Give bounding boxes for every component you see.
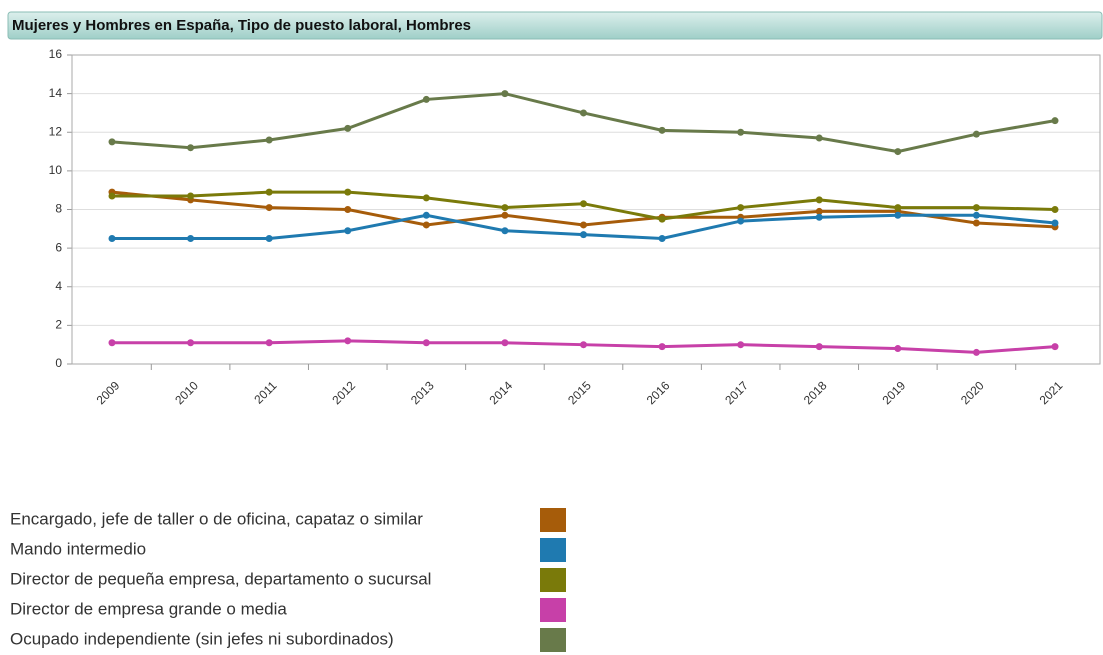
data-point	[972, 211, 980, 219]
y-tick-label: 10	[49, 163, 63, 177]
data-point	[422, 339, 430, 347]
data-point	[1051, 206, 1059, 213]
y-tick-label: 4	[55, 279, 62, 293]
x-tick-label: 2019	[879, 378, 908, 407]
x-tick-label: 2011	[251, 378, 279, 406]
data-point	[344, 188, 352, 196]
data-point	[265, 136, 273, 144]
data-point	[1051, 117, 1059, 125]
data-point	[580, 231, 587, 239]
y-tick-label: 8	[55, 202, 62, 216]
legend-label: Mando intermedio	[10, 539, 146, 558]
legend-swatch	[540, 568, 566, 592]
data-point	[265, 204, 273, 212]
chart-title: Mujeres y Hombres en España, Tipo de pue…	[12, 17, 471, 34]
data-point	[344, 124, 352, 132]
data-point	[894, 204, 902, 212]
data-point	[972, 204, 980, 212]
x-tick-label: 2021	[1037, 378, 1066, 407]
data-point	[737, 128, 745, 136]
x-tick-label: 2016	[644, 378, 673, 407]
legend-swatch	[540, 538, 566, 562]
x-tick-label: 2017	[722, 378, 751, 407]
legend-label: Ocupado independiente (sin jefes ni subo…	[10, 629, 394, 648]
data-point	[972, 130, 980, 138]
data-point	[501, 90, 509, 98]
data-point	[501, 339, 509, 347]
x-tick-label: 2020	[958, 378, 987, 407]
data-point	[108, 192, 116, 200]
data-point	[422, 95, 430, 103]
data-point	[265, 339, 273, 347]
data-point	[108, 339, 116, 347]
data-point	[187, 192, 195, 200]
data-point	[501, 227, 509, 235]
legend-swatch	[540, 598, 566, 622]
x-tick-label: 2010	[172, 378, 201, 407]
data-point	[737, 204, 745, 212]
plot-border	[71, 54, 1101, 365]
data-point	[894, 211, 902, 219]
x-tick-label: 2015	[565, 378, 594, 407]
data-point	[658, 343, 666, 351]
data-point	[1051, 219, 1059, 227]
x-tick-label: 2018	[801, 378, 830, 407]
x-tick-label: 2013	[408, 378, 437, 407]
data-point	[815, 213, 823, 221]
data-point	[108, 138, 116, 146]
legend-label: Encargado, jefe de taller o de oficina, …	[10, 509, 423, 528]
data-point	[580, 341, 587, 349]
data-point	[344, 227, 352, 235]
y-tick-label: 6	[55, 240, 62, 254]
data-point	[422, 194, 430, 202]
title-bar	[7, 11, 1103, 40]
data-point	[501, 211, 509, 219]
y-tick-label: 14	[49, 86, 63, 100]
data-point	[815, 196, 823, 204]
data-point	[658, 234, 666, 242]
data-point	[1051, 343, 1059, 351]
data-point	[972, 219, 980, 227]
data-point	[265, 234, 273, 242]
legend-swatch	[540, 628, 566, 652]
y-tick-label: 12	[49, 124, 63, 138]
y-tick-label: 2	[55, 318, 62, 332]
data-point	[815, 207, 823, 215]
data-point	[737, 341, 745, 349]
legend-swatch	[540, 508, 566, 532]
data-point	[344, 206, 352, 213]
data-point	[422, 211, 430, 219]
y-tick-label: 0	[55, 356, 62, 370]
data-point	[894, 345, 902, 353]
x-tick-label: 2014	[486, 378, 515, 407]
data-point	[187, 339, 195, 347]
legend-label: Director de pequeña empresa, departament…	[10, 569, 431, 588]
data-point	[580, 109, 587, 117]
data-point	[265, 188, 273, 196]
legend-label: Director de empresa grande o media	[10, 599, 287, 618]
data-point	[972, 348, 980, 356]
data-point	[501, 204, 509, 212]
data-point	[658, 126, 666, 134]
data-point	[580, 200, 587, 208]
series-line	[111, 92, 1056, 154]
data-point	[187, 234, 195, 242]
data-point	[187, 144, 195, 152]
x-tick-label: 2009	[94, 378, 123, 407]
data-point	[815, 134, 823, 142]
data-point	[108, 234, 116, 242]
data-point	[894, 148, 902, 156]
data-point	[344, 337, 352, 345]
data-point	[422, 221, 430, 229]
y-tick-label: 16	[49, 47, 63, 61]
data-point	[658, 215, 666, 223]
data-point	[580, 221, 587, 229]
data-point	[815, 343, 823, 351]
data-point	[737, 217, 745, 225]
x-tick-label: 2012	[329, 378, 358, 407]
